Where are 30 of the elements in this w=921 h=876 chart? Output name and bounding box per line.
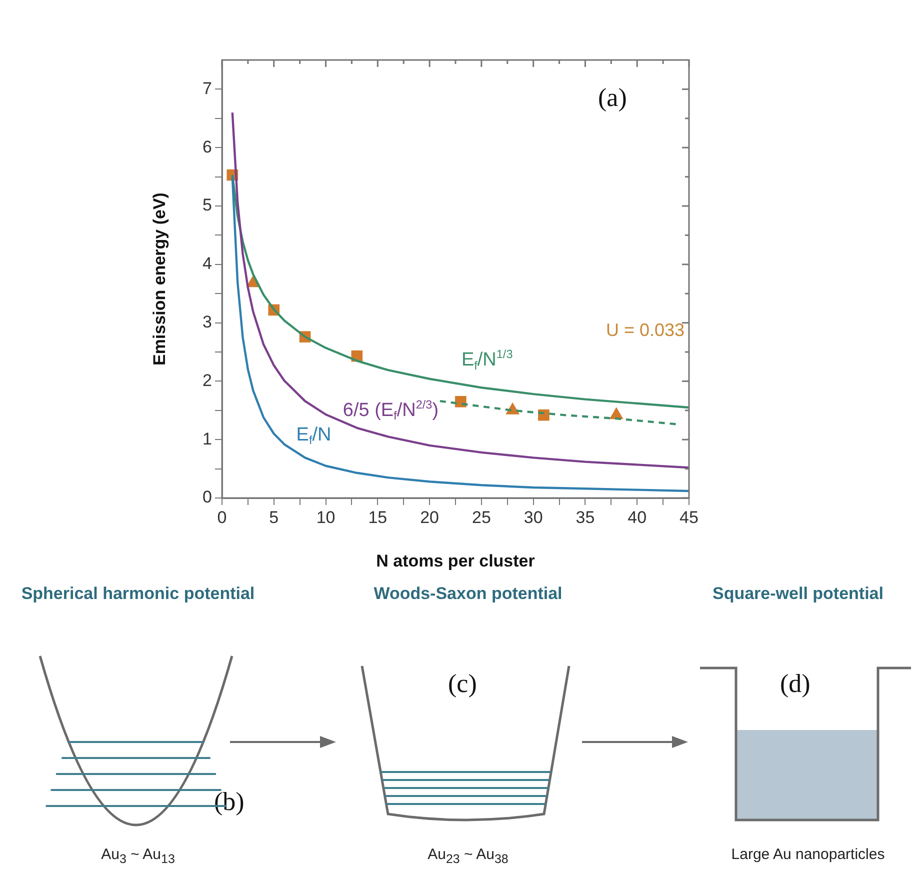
text: Woods-Saxon potential <box>372 584 564 604</box>
y-tick-label: 7 <box>202 78 212 98</box>
x-axis-title: N atoms per cluster <box>376 551 536 570</box>
y-tick-label: 6 <box>202 137 212 156</box>
x-tick-label: 10 <box>316 508 336 527</box>
text: Large Au nanoparticles <box>730 846 886 864</box>
y-tick-label: 0 <box>202 488 212 507</box>
x-tick-label: 15 <box>368 508 388 527</box>
text: Au$_{3}$ ~ Au$_{13}$ <box>100 846 176 867</box>
annotation: (a) <box>598 82 627 114</box>
y-tick-label: 1 <box>202 429 212 448</box>
y-tick-label: 5 <box>202 196 212 215</box>
y-tick-label: 3 <box>202 312 212 332</box>
text: Square-well potential <box>712 584 884 604</box>
x-tick-label: 20 <box>420 508 440 527</box>
x-tick-label: 45 <box>680 508 698 527</box>
x-tick-label: 40 <box>628 508 647 527</box>
x-tick-label: 0 <box>217 508 227 527</box>
annotation: U = 0.033 <box>606 320 685 342</box>
text: Spherical harmonic potential <box>20 584 256 604</box>
x-tick-label: 5 <box>269 508 279 527</box>
y-tick-label: 4 <box>202 254 212 274</box>
y-axis-title: Emission energy (eV) <box>150 192 169 366</box>
x-tick-label: 25 <box>472 508 491 527</box>
y-tick-label: 2 <box>202 370 212 390</box>
x-tick-label: 30 <box>524 508 543 527</box>
text: (c) <box>448 668 477 700</box>
text: (b) <box>214 786 244 818</box>
text: Au$_{23}$ ~ Au$_{38}$ <box>426 846 510 867</box>
x-tick-label: 35 <box>576 508 595 527</box>
